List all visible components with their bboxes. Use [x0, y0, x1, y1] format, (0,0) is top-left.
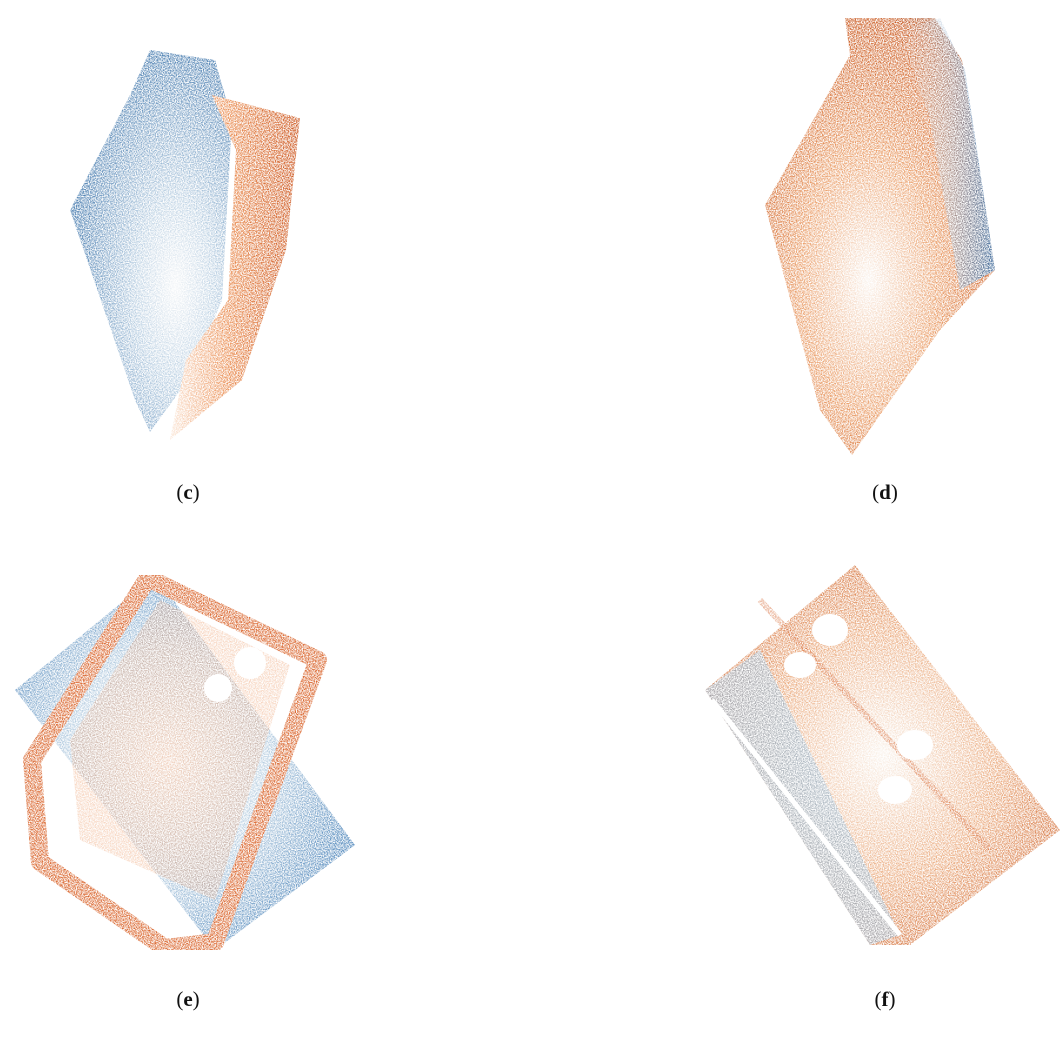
point-cloud-d: [765, 18, 995, 455]
label-part: (: [176, 480, 183, 504]
figure-page: (c) (d) (e) (f) (() => { const data = JS…: [0, 0, 1061, 1041]
panel-label: (e): [176, 987, 199, 1012]
label-part: e: [183, 987, 192, 1011]
label-part: c: [183, 480, 192, 504]
label-part: (: [875, 987, 882, 1011]
label-part: d: [879, 480, 891, 504]
panel-label: (f): [875, 987, 896, 1012]
label-part: (: [872, 480, 879, 504]
panel-label: (d): [872, 480, 898, 505]
figure-graphics: [0, 0, 1061, 1041]
label-part: ): [889, 987, 896, 1011]
label-part: (: [176, 987, 183, 1011]
label-part: ): [193, 480, 200, 504]
point-cloud-e: [15, 575, 355, 950]
label-part: f: [882, 987, 889, 1011]
point-cloud-f: [705, 565, 1060, 945]
point-cloud-c: [70, 50, 300, 440]
panel-label: (c): [176, 480, 199, 505]
label-part: ): [891, 480, 898, 504]
label-part: ): [193, 987, 200, 1011]
